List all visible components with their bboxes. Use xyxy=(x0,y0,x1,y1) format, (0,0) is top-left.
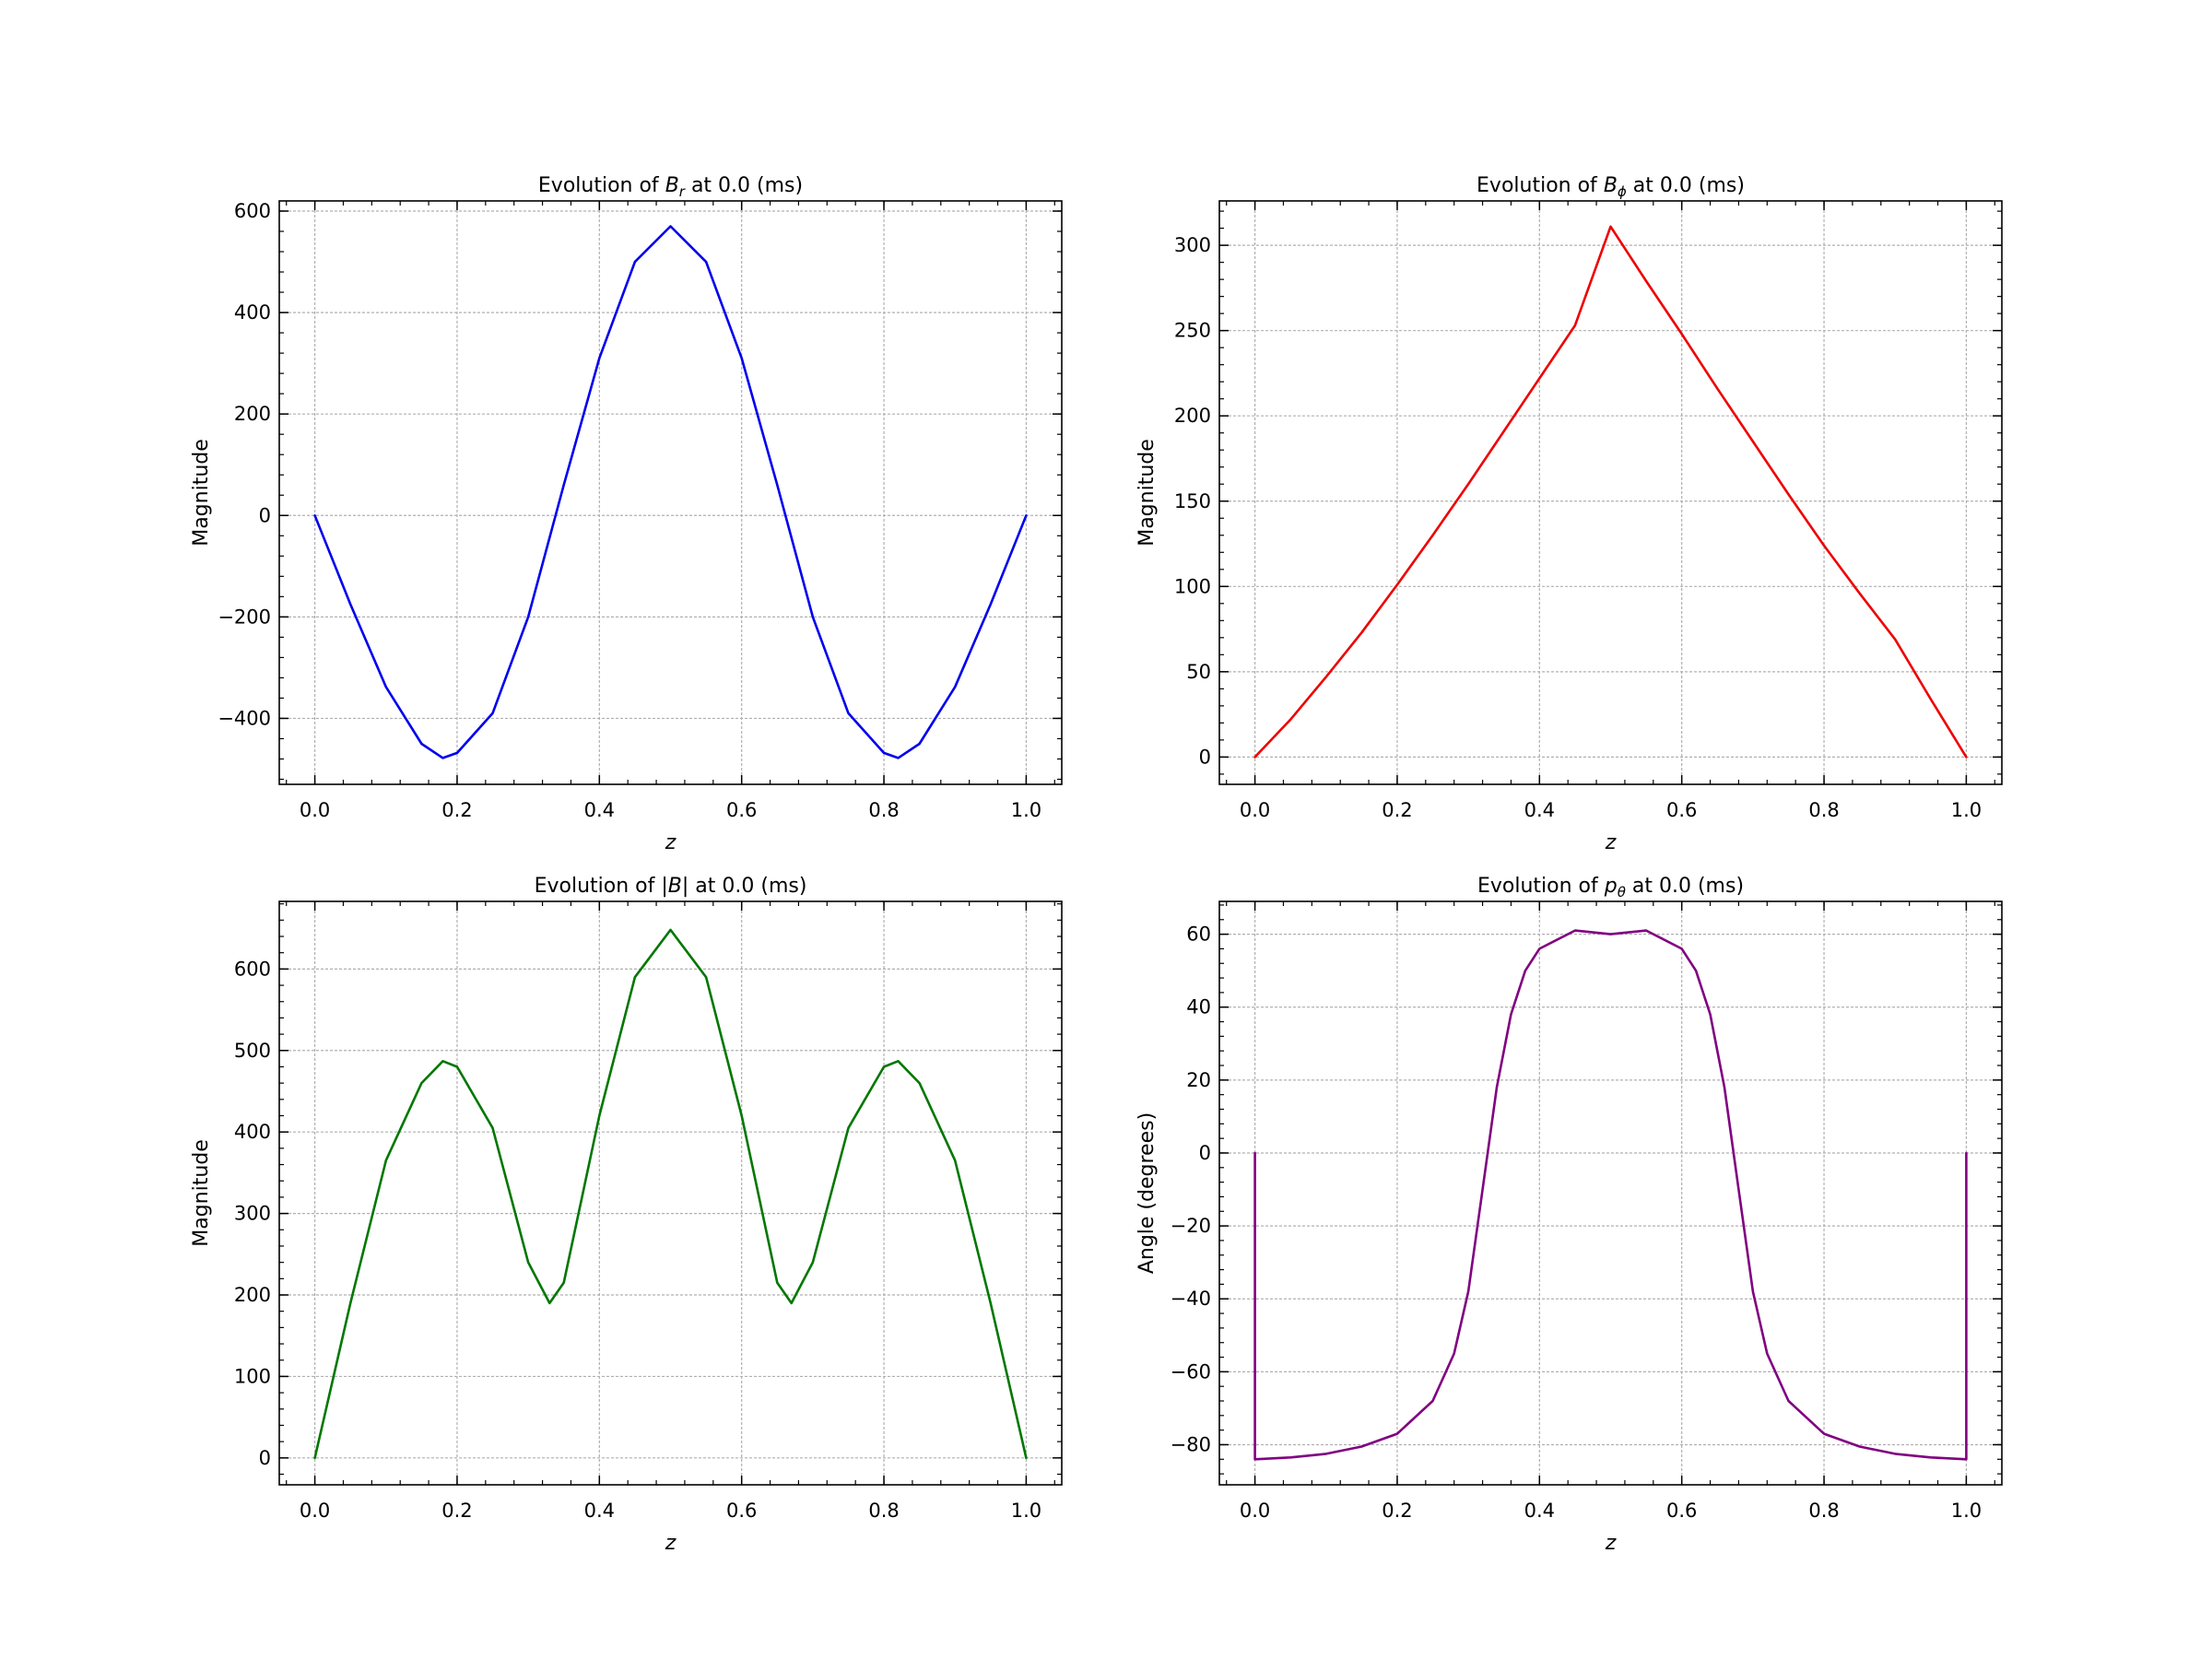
chart-title: Evolution of pθ at 0.0 (ms) xyxy=(1477,875,1744,900)
axes-frame xyxy=(278,200,1063,785)
x-axis-label: z xyxy=(1605,831,1617,854)
y-tick-label: 0 xyxy=(259,1447,271,1469)
axes-frame xyxy=(1218,900,2003,1486)
chart-title-suffix: at 0.0 (ms) xyxy=(1627,174,1745,197)
x-tick-label: 1.0 xyxy=(1951,799,1982,821)
chart-title-subscript: θ xyxy=(1618,884,1626,900)
x-tick-label: 0.6 xyxy=(726,799,757,821)
chart-title-symbol: B xyxy=(665,174,679,197)
series-line-1 xyxy=(313,928,1028,1460)
y-tick-label: 0 xyxy=(1199,1142,1211,1164)
x-tick-label: 0.4 xyxy=(1524,799,1555,821)
y-tick-label: 0 xyxy=(1199,746,1211,768)
x-tick-label: 0.8 xyxy=(868,1500,899,1522)
series-line-1 xyxy=(1253,929,1968,1461)
y-tick-label: 150 xyxy=(1174,490,1211,512)
axes-frame xyxy=(1218,200,2003,785)
y-tick-label: 300 xyxy=(234,1203,271,1225)
chart-title-suffix: at 0.0 (ms) xyxy=(688,875,806,898)
y-tick-label: 200 xyxy=(234,1284,271,1306)
y-axis-label: Angle (degrees) xyxy=(1135,1112,1159,1274)
x-tick-label: 0.4 xyxy=(584,799,615,821)
y-tick-label: 40 xyxy=(1186,996,1211,1018)
chart-panel-4: 0.0 0.2 0.4 0.6 0.8 1.0 −80 −60 −40 −20 0 20 40 60 z An… xyxy=(1135,875,2003,1555)
y-axis-label: Magnitude xyxy=(190,439,213,547)
axes-frame xyxy=(278,900,1063,1486)
x-tick-label: 0.2 xyxy=(441,1500,472,1522)
chart-title-subscript: ϕ xyxy=(1618,183,1627,200)
x-tick-label: 0.8 xyxy=(1808,1500,1839,1522)
y-tick-label: 200 xyxy=(234,403,271,425)
y-tick-label: 600 xyxy=(234,200,271,222)
x-tick-label: 0.2 xyxy=(441,799,472,821)
chart-title: Evolution of Bϕ at 0.0 (ms) xyxy=(1477,174,1745,200)
chart-panel-3: 0.0 0.2 0.4 0.6 0.8 1.0 0 100 200 300 400 500 600 z Ma… xyxy=(190,875,1063,1555)
x-tick-label: 0.0 xyxy=(1240,799,1270,821)
x-tick-label: 0.4 xyxy=(1524,1500,1555,1522)
y-tick-label: 50 xyxy=(1186,661,1211,683)
chart-title-symbol: |B| xyxy=(661,875,688,898)
y-tick-label: 250 xyxy=(1174,320,1211,342)
x-tick-label: 0.2 xyxy=(1382,799,1412,821)
x-tick-label: 0.6 xyxy=(1666,1500,1697,1522)
chart-title-prefix: Evolution of xyxy=(535,875,662,898)
y-tick-label: 60 xyxy=(1186,924,1211,946)
x-tick-label: 0.6 xyxy=(1666,799,1697,821)
y-tick-label: 0 xyxy=(259,504,271,526)
chart-panel-1: 0.0 0.2 0.4 0.6 0.8 1.0 −400 −200 0 200 400 600 z Mag… xyxy=(190,174,1063,854)
x-tick-label: 0.6 xyxy=(726,1500,757,1522)
x-tick-label: 1.0 xyxy=(1011,799,1041,821)
x-axis-label: z xyxy=(665,831,677,854)
chart-title-prefix: Evolution of xyxy=(1477,875,1605,898)
y-tick-label: −40 xyxy=(1171,1288,1211,1310)
y-tick-label: 20 xyxy=(1186,1069,1211,1091)
chart-title-suffix: at 0.0 (ms) xyxy=(1626,875,1744,898)
y-tick-label: −20 xyxy=(1171,1215,1211,1237)
chart-title-symbol: p xyxy=(1604,875,1618,898)
y-axis-label: Magnitude xyxy=(190,1139,213,1247)
x-tick-label: 0.4 xyxy=(584,1500,615,1522)
x-tick-label: 0.2 xyxy=(1382,1500,1412,1522)
chart-title-subscript: r xyxy=(679,183,686,200)
chart-title-symbol: B xyxy=(1604,174,1618,197)
series-line-1 xyxy=(1253,225,1968,759)
y-tick-label: 400 xyxy=(234,1121,271,1143)
x-axis-label: z xyxy=(665,1532,677,1555)
chart-panel-2: 0.0 0.2 0.4 0.6 0.8 1.0 0 50 100 150 200 250 300 z Mag… xyxy=(1135,174,2003,854)
x-tick-label: 0.0 xyxy=(300,799,330,821)
chart-title: Evolution of |B| at 0.0 (ms) xyxy=(535,875,807,898)
y-tick-label: 100 xyxy=(234,1365,271,1387)
y-tick-label: 200 xyxy=(1174,405,1211,427)
chart-title: Evolution of Br at 0.0 (ms) xyxy=(538,174,803,200)
chart-title-prefix: Evolution of xyxy=(538,174,665,197)
y-tick-label: 400 xyxy=(234,301,271,324)
x-axis-label: z xyxy=(1605,1532,1617,1555)
y-tick-label: −80 xyxy=(1171,1433,1211,1455)
x-tick-label: 0.0 xyxy=(300,1500,330,1522)
y-tick-label: −60 xyxy=(1171,1360,1211,1382)
x-tick-label: 0.0 xyxy=(1240,1500,1270,1522)
y-tick-label: 600 xyxy=(234,958,271,980)
x-tick-label: 0.8 xyxy=(1808,799,1839,821)
y-axis-label: Magnitude xyxy=(1135,439,1159,547)
y-tick-label: 500 xyxy=(234,1040,271,1062)
y-tick-label: −200 xyxy=(218,606,271,628)
x-tick-label: 1.0 xyxy=(1011,1500,1041,1522)
chart-title-prefix: Evolution of xyxy=(1477,174,1604,197)
y-tick-label: 100 xyxy=(1174,575,1211,597)
series-line-1 xyxy=(313,225,1028,759)
x-tick-label: 0.8 xyxy=(868,799,899,821)
y-tick-label: −400 xyxy=(218,707,271,729)
y-tick-label: 300 xyxy=(1174,234,1211,256)
x-tick-label: 1.0 xyxy=(1951,1500,1982,1522)
chart-title-suffix: at 0.0 (ms) xyxy=(685,174,803,197)
